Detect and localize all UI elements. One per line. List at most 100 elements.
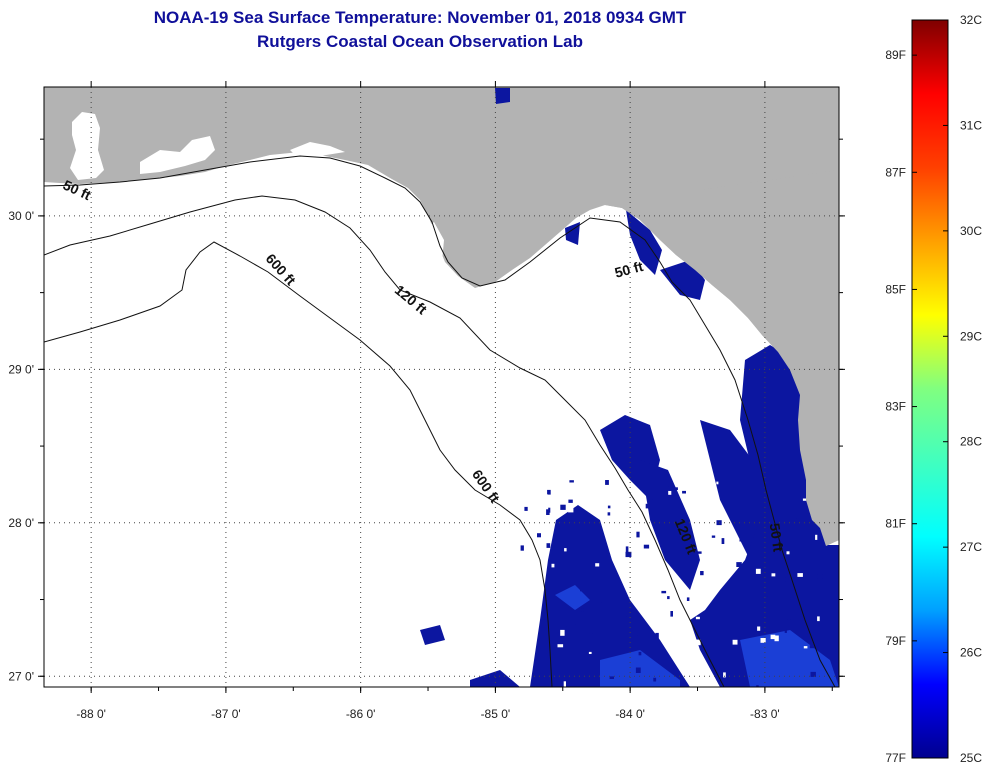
sst-pixel	[802, 498, 807, 501]
colorbar-fahrenheit-label: 77F	[885, 751, 906, 765]
sst-pixel	[760, 638, 766, 643]
sst-pixel	[747, 615, 751, 618]
sst-pixel	[697, 551, 702, 554]
sst-pixel	[803, 646, 808, 649]
sst-pixel	[635, 643, 638, 649]
sst-pixel	[581, 608, 584, 612]
sst-pixel	[605, 480, 609, 485]
sst-pixel	[788, 597, 791, 601]
sst-pixel	[674, 487, 678, 490]
sst-pixel	[626, 527, 630, 533]
sst-pixel	[653, 677, 657, 682]
sst-pixel	[815, 534, 818, 540]
sst-pixel	[787, 619, 791, 625]
sst-pixel	[646, 608, 650, 613]
sst-pixel	[764, 596, 768, 602]
sst-pixel	[655, 632, 659, 639]
sst-pixel	[771, 573, 776, 577]
sst-pixel	[595, 641, 599, 647]
contour-label: 50 ft	[767, 522, 787, 553]
water-patch	[470, 670, 520, 687]
lat-tick-label: 29 0'	[8, 362, 34, 376]
colorbar-fahrenheit-label: 85F	[885, 282, 906, 296]
sst-pixel	[588, 651, 592, 654]
sst-pixel	[537, 533, 541, 538]
sst-pixel	[711, 535, 716, 538]
sst-pixel	[700, 571, 704, 576]
sst-pixel	[627, 563, 632, 570]
sst-pixel	[804, 542, 811, 548]
title-line-1: NOAA-19 Sea Surface Temperature: Novembe…	[153, 8, 687, 27]
colorbar-celsius-label: 29C	[960, 329, 982, 343]
sst-pixel	[551, 563, 555, 568]
sst-pixel	[638, 651, 642, 656]
water-patch	[626, 210, 662, 275]
land-overlay	[605, 87, 839, 546]
water-patch	[640, 460, 700, 590]
colorbar-celsius-label: 30C	[960, 224, 982, 238]
sst-pixel	[784, 629, 787, 633]
contour-600ft	[44, 241, 553, 687]
sst-pixel	[774, 635, 779, 642]
lat-tick-label: 28 0'	[8, 516, 34, 530]
colorbar-ramp	[911, 19, 949, 759]
water-patch	[495, 88, 510, 104]
sst-pixel	[574, 653, 579, 659]
sst-pixel	[786, 551, 790, 555]
sst-pixel	[742, 507, 746, 513]
sst-pixel	[548, 507, 551, 513]
sst-pixel	[732, 679, 738, 683]
sst-pixel	[817, 616, 820, 622]
sst-pixel	[671, 496, 678, 501]
sst-pixel	[678, 567, 681, 573]
sst-pixel	[572, 490, 579, 497]
water-patch	[420, 625, 445, 645]
sst-pixel	[694, 639, 701, 646]
sst-pixel	[743, 589, 748, 594]
sst-pixel	[560, 629, 565, 636]
sst-pixel	[637, 635, 643, 640]
colorbar-celsius-label: 25C	[960, 751, 982, 765]
sst-pixel	[723, 672, 726, 678]
sst-pixel	[732, 639, 738, 645]
sst-pixel	[756, 685, 759, 687]
sst-pixel	[806, 547, 811, 552]
sst-pixel	[607, 505, 611, 509]
lat-tick-label: 30 0'	[8, 209, 34, 223]
colorbar-celsius-label: 31C	[960, 118, 982, 132]
sst-pixel	[645, 503, 650, 509]
sst-pixel	[568, 507, 574, 513]
sst-pixel	[703, 504, 707, 509]
sst-pixel	[560, 504, 566, 510]
colorbar-celsius-label: 27C	[960, 540, 982, 554]
sst-pixel	[796, 514, 799, 519]
colorbar-fahrenheit-label: 81F	[885, 517, 906, 531]
sst-pixel	[592, 629, 597, 634]
sst-pixel	[557, 644, 564, 648]
sst-pixel	[739, 537, 746, 542]
sst-pixel	[623, 600, 627, 606]
sst-pixel	[626, 616, 631, 622]
map-title: NOAA-19 Sea Surface Temperature: Novembe…	[0, 6, 840, 54]
sst-pixel	[716, 481, 719, 485]
colorbar-fahrenheit-label: 89F	[885, 48, 906, 62]
sst-pixel	[607, 512, 611, 516]
sst-pixel	[748, 523, 752, 528]
map-frame	[43, 86, 840, 688]
sst-pixel	[636, 531, 640, 538]
map-axes: -88 0' -87 0' -86 0' -85 0' -84 0' -83 0' 30 0…	[8, 81, 845, 721]
sst-pixel	[551, 573, 556, 577]
sst-pixel	[785, 577, 789, 582]
sst-pixel	[587, 641, 593, 645]
sst-pixel	[817, 574, 823, 579]
sst-pixel	[776, 584, 783, 589]
sst-pixel	[732, 482, 736, 486]
lon-tick-label: -86 0'	[346, 707, 376, 721]
sst-pixel	[666, 574, 669, 580]
bay-west	[70, 112, 104, 180]
colorbar-fahrenheit-label: 83F	[885, 400, 906, 414]
sst-pixel	[658, 659, 661, 664]
sst-pixel	[546, 543, 551, 548]
sst-pixel	[589, 593, 594, 596]
